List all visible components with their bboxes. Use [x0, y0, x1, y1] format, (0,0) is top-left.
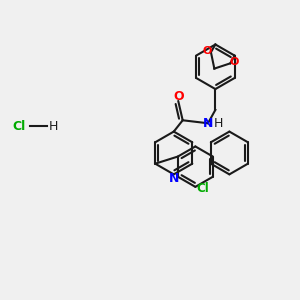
Text: N: N: [169, 172, 179, 185]
Text: O: O: [203, 46, 212, 56]
Text: H: H: [214, 117, 223, 130]
Text: N: N: [203, 117, 213, 130]
Text: O: O: [173, 90, 184, 103]
Text: H: H: [49, 120, 58, 133]
Text: Cl: Cl: [13, 120, 26, 133]
Text: O: O: [229, 57, 239, 67]
Text: Cl: Cl: [196, 182, 209, 195]
